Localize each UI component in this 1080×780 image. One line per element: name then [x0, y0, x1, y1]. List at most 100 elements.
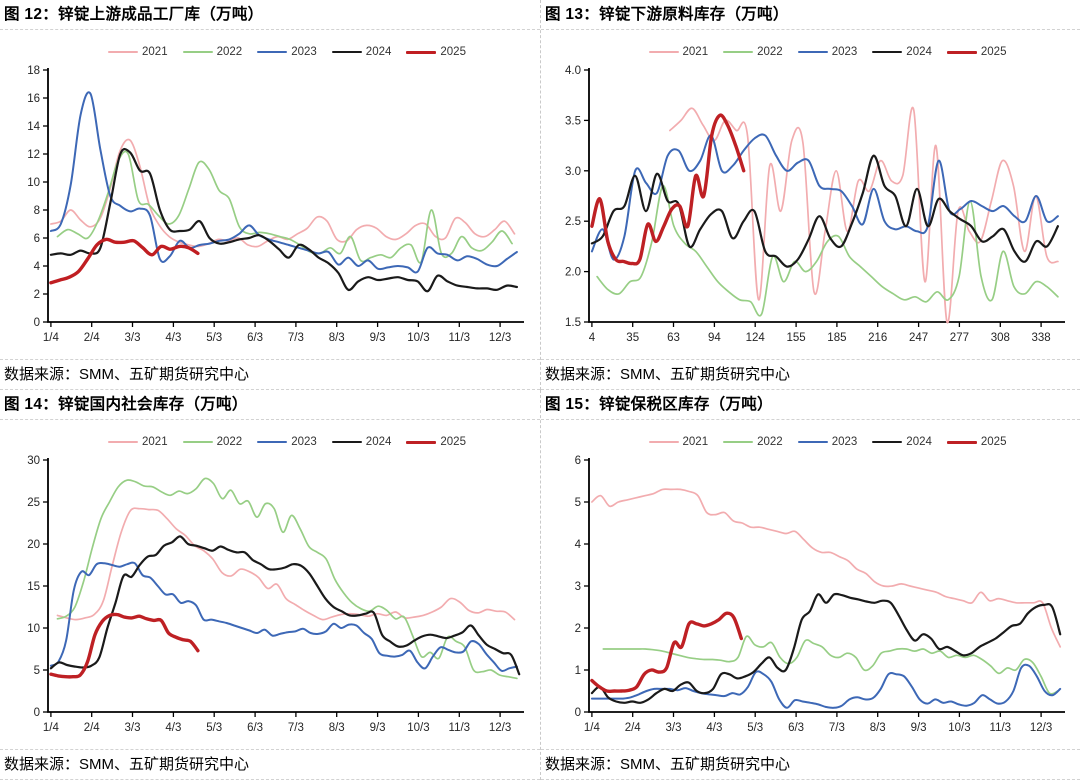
series-line-2022: [56, 477, 518, 680]
axes: [587, 458, 1065, 713]
y-tick-label: 3.5: [565, 115, 581, 127]
legend-line-swatch-2024: [872, 441, 903, 443]
data-source-fig12: 数据来源：SMM、五矿期货研究中心: [0, 359, 540, 390]
x-tick-label: 8/3: [329, 722, 345, 734]
data-source-fig13: 数据来源：SMM、五矿期货研究中心: [541, 359, 1080, 390]
legend-line-swatch-2021: [108, 51, 139, 53]
chart-title-fig14: 图 14：锌锭国内社会库存（万吨）: [0, 390, 540, 420]
y-tick-label: 3: [574, 581, 580, 593]
y-tick-label: 0: [34, 317, 40, 329]
x-tick-label: 10/3: [948, 722, 970, 734]
series-line-2024: [49, 535, 521, 676]
legend-item-2024: 2024: [872, 436, 932, 448]
x-tick-label: 1/4: [43, 332, 60, 344]
legend-line-swatch-2025: [406, 50, 437, 54]
x-tick-label: 4/3: [165, 332, 181, 344]
legend-line-swatch-2024: [331, 441, 362, 443]
legend-label-2024: 2024: [906, 436, 932, 448]
series-line-2022: [56, 150, 513, 264]
legend-label-2021: 2021: [682, 436, 709, 448]
legend-label-2023: 2023: [291, 46, 317, 58]
legend-label-2025: 2025: [440, 436, 466, 448]
series-line-2025: [589, 611, 743, 694]
x-tick-label: 247: [909, 332, 928, 344]
series-line-2021: [668, 106, 1059, 324]
legend-line-swatch-2021: [648, 441, 679, 443]
legend-line-swatch-2025: [406, 440, 437, 444]
x-tick-label: 1/4: [583, 722, 600, 734]
panel-fig12: 图 12：锌锭上游成品工厂库（万吨） 2021 2022 2023 2024 2025 …: [0, 0, 540, 390]
series-line-2022: [601, 635, 1059, 695]
series-line-2023: [590, 663, 1061, 709]
x-tick-label: 3/3: [125, 722, 141, 734]
legend-item-2025: 2025: [946, 46, 1006, 58]
legend-item-2022: 2022: [182, 436, 243, 448]
chart-area-fig15: 2021 2022 2023 2024 2025 0 1 2 3 4 5 6 1/4 2/4 3/3 4/3…: [541, 420, 1080, 749]
y-tick-label: 14: [27, 121, 40, 133]
legend-label-2021: 2021: [682, 46, 709, 58]
legend-line-swatch-2021: [108, 441, 139, 443]
x-tick-label: 216: [868, 332, 887, 344]
series-line-2023: [49, 561, 518, 673]
x-tick-label: 12/3: [489, 722, 511, 734]
legend-line-swatch-2025: [946, 50, 977, 54]
legend-label-2023: 2023: [831, 436, 858, 448]
y-tick-label: 2: [34, 289, 40, 301]
x-tick-label: 63: [667, 332, 680, 344]
legend-label-2021: 2021: [142, 436, 168, 448]
series-line-2022: [595, 185, 1059, 317]
x-tick-label: 8/3: [329, 332, 345, 344]
y-tick-label: 0: [574, 707, 580, 719]
x-tick-label: 4/3: [706, 722, 722, 734]
series-line-2021: [590, 488, 1061, 648]
y-tick-label: 18: [27, 65, 40, 77]
y-tick-label: 8: [34, 205, 40, 217]
x-tick-label: 338: [1031, 332, 1050, 344]
y-tick-label: 2.0: [565, 267, 581, 279]
legend-item-2021: 2021: [648, 436, 709, 448]
y-tick-label: 5: [34, 665, 40, 677]
y-tick-label: 12: [27, 149, 40, 161]
series-line-2025: [589, 113, 745, 266]
x-tick-label: 277: [949, 332, 968, 344]
series-line-2021: [56, 507, 516, 621]
series-line-2024: [49, 148, 518, 293]
legend-label-2025: 2025: [440, 46, 466, 58]
legend-label-2022: 2022: [757, 46, 783, 58]
x-tick-label: 4/3: [165, 722, 181, 734]
data-source-fig14: 数据来源：SMM、五矿期货研究中心: [0, 749, 540, 780]
chart-area-fig14: 2021 2022 2023 2024 2025 0 5 10 15 20 25 30 1/4 2/4 3…: [0, 420, 540, 749]
legend-item-2023: 2023: [797, 46, 858, 58]
legend-label-2024: 2024: [365, 436, 392, 448]
x-tick-label: 5/3: [206, 332, 222, 344]
legend-item-2024: 2024: [331, 46, 391, 58]
x-tick-label: 2/4: [624, 722, 641, 734]
chart-legend-fig14: 2021 2022 2023 2024 2025: [74, 433, 466, 451]
legend-item-2025: 2025: [946, 436, 1006, 448]
legend-item-2024: 2024: [331, 436, 392, 448]
y-tick-label: 1.5: [565, 317, 581, 329]
series-line-2023: [49, 91, 518, 274]
legend-label-2023: 2023: [831, 46, 858, 58]
legend-line-swatch-2025: [946, 440, 977, 444]
chart-title-fig13: 图 13：锌锭下游原料库存（万吨）: [541, 0, 1080, 30]
series-line-2025: [49, 237, 200, 285]
legend-line-swatch-2023: [797, 51, 828, 53]
series-line-2024: [590, 154, 1059, 268]
charts-row-top: 图 12：锌锭上游成品工厂库（万吨） 2021 2022 2023 2024 2025 …: [0, 0, 1080, 390]
y-tick-label: 30: [27, 455, 40, 467]
y-tick-label: 25: [27, 497, 40, 509]
legend-label-2022: 2022: [216, 436, 243, 448]
chart-area-fig12: 2021 2022 2023 2024 2025 0 2 4 6 8 10 12 14 16 18 1/4 2…: [0, 30, 540, 359]
legend-line-swatch-2022: [182, 51, 213, 53]
charts-row-bottom: 图 14：锌锭国内社会库存（万吨） 2021 2022 2023 2024 2025 0…: [0, 390, 1080, 780]
line-chart-fig12: 0 2 4 6 8 10 12 14 16 18 1/4 2/4 3/3 4/3 5/3 6/3 7/3 8/3 9…: [27, 65, 524, 344]
x-tick-label: 11/3: [989, 722, 1011, 734]
legend-line-swatch-2023: [257, 51, 288, 53]
y-tick-label: 2.5: [565, 216, 581, 228]
y-tick-label: 20: [27, 539, 40, 551]
line-chart-fig14: 0 5 10 15 20 25 30 1/4 2/4 3/3 4/3 5/3 6/3 7/3 8/3 9/3 1…: [27, 455, 524, 734]
chart-legend-fig15: 2021 2022 2023 2024 2025: [615, 433, 1006, 451]
legend-item-2021: 2021: [108, 436, 168, 448]
